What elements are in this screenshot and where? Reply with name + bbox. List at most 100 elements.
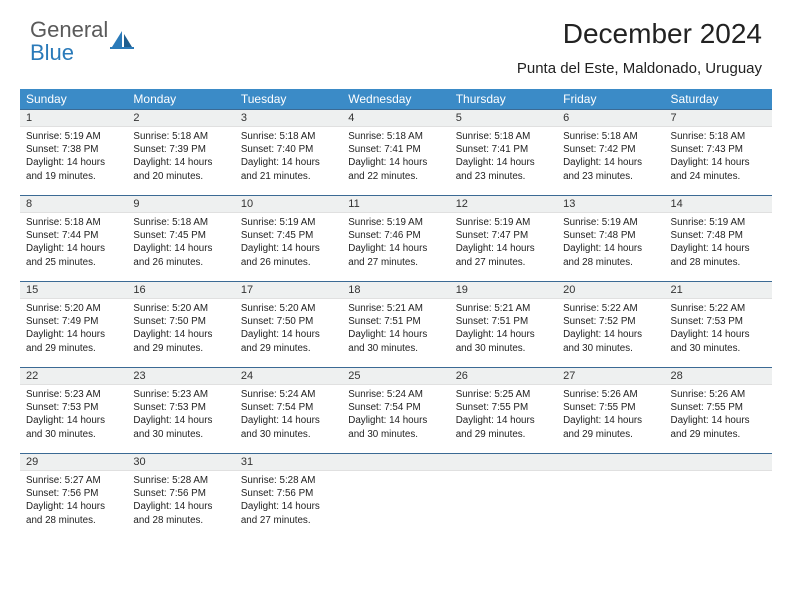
day-details: Sunrise: 5:20 AMSunset: 7:50 PMDaylight:… — [235, 299, 342, 359]
day-details: Sunrise: 5:21 AMSunset: 7:51 PMDaylight:… — [450, 299, 557, 359]
day-details: Sunrise: 5:19 AMSunset: 7:45 PMDaylight:… — [235, 213, 342, 273]
calendar-week-row: 1Sunrise: 5:19 AMSunset: 7:38 PMDaylight… — [20, 110, 772, 196]
day-details: Sunrise: 5:18 AMSunset: 7:43 PMDaylight:… — [665, 127, 772, 187]
calendar-cell: 2Sunrise: 5:18 AMSunset: 7:39 PMDaylight… — [127, 110, 234, 196]
logo-text: General Blue — [30, 18, 108, 64]
day-details: Sunrise: 5:19 AMSunset: 7:48 PMDaylight:… — [557, 213, 664, 273]
day-number: 28 — [665, 368, 772, 385]
day-number: 5 — [450, 110, 557, 127]
day-number: 12 — [450, 196, 557, 213]
column-header: Saturday — [665, 89, 772, 110]
calendar-week-row: 15Sunrise: 5:20 AMSunset: 7:49 PMDayligh… — [20, 282, 772, 368]
logo-line1: General — [30, 17, 108, 42]
calendar-cell: 31Sunrise: 5:28 AMSunset: 7:56 PMDayligh… — [235, 454, 342, 540]
calendar-cell: 5Sunrise: 5:18 AMSunset: 7:41 PMDaylight… — [450, 110, 557, 196]
page-title: December 2024 — [517, 18, 762, 50]
day-details: Sunrise: 5:18 AMSunset: 7:45 PMDaylight:… — [127, 213, 234, 273]
day-number: 15 — [20, 282, 127, 299]
day-number: 2 — [127, 110, 234, 127]
day-number: 17 — [235, 282, 342, 299]
calendar-cell: 15Sunrise: 5:20 AMSunset: 7:49 PMDayligh… — [20, 282, 127, 368]
day-details: Sunrise: 5:18 AMSunset: 7:44 PMDaylight:… — [20, 213, 127, 273]
day-number: 27 — [557, 368, 664, 385]
day-number: 30 — [127, 454, 234, 471]
day-details: Sunrise: 5:26 AMSunset: 7:55 PMDaylight:… — [665, 385, 772, 445]
column-header: Wednesday — [342, 89, 449, 110]
day-number: 20 — [557, 282, 664, 299]
day-number: 9 — [127, 196, 234, 213]
day-number: 25 — [342, 368, 449, 385]
day-details: Sunrise: 5:18 AMSunset: 7:40 PMDaylight:… — [235, 127, 342, 187]
day-number: 24 — [235, 368, 342, 385]
calendar-cell: 6Sunrise: 5:18 AMSunset: 7:42 PMDaylight… — [557, 110, 664, 196]
calendar-cell: 13Sunrise: 5:19 AMSunset: 7:48 PMDayligh… — [557, 196, 664, 282]
calendar-cell: 12Sunrise: 5:19 AMSunset: 7:47 PMDayligh… — [450, 196, 557, 282]
calendar-cell: 10Sunrise: 5:19 AMSunset: 7:45 PMDayligh… — [235, 196, 342, 282]
calendar-cell: 7Sunrise: 5:18 AMSunset: 7:43 PMDaylight… — [665, 110, 772, 196]
day-number: 4 — [342, 110, 449, 127]
calendar-cell: 3Sunrise: 5:18 AMSunset: 7:40 PMDaylight… — [235, 110, 342, 196]
day-number: 22 — [20, 368, 127, 385]
day-details: Sunrise: 5:19 AMSunset: 7:38 PMDaylight:… — [20, 127, 127, 187]
calendar-cell: 14Sunrise: 5:19 AMSunset: 7:48 PMDayligh… — [665, 196, 772, 282]
calendar-cell: 21Sunrise: 5:22 AMSunset: 7:53 PMDayligh… — [665, 282, 772, 368]
calendar-cell: .. — [450, 454, 557, 540]
calendar-cell: .. — [557, 454, 664, 540]
day-details: Sunrise: 5:19 AMSunset: 7:46 PMDaylight:… — [342, 213, 449, 273]
day-details: Sunrise: 5:18 AMSunset: 7:41 PMDaylight:… — [450, 127, 557, 187]
calendar-cell: 8Sunrise: 5:18 AMSunset: 7:44 PMDaylight… — [20, 196, 127, 282]
day-details: Sunrise: 5:22 AMSunset: 7:52 PMDaylight:… — [557, 299, 664, 359]
location-text: Punta del Este, Maldonado, Uruguay — [517, 60, 762, 77]
calendar-header-row: SundayMondayTuesdayWednesdayThursdayFrid… — [20, 89, 772, 110]
day-number: 7 — [665, 110, 772, 127]
calendar-cell: 17Sunrise: 5:20 AMSunset: 7:50 PMDayligh… — [235, 282, 342, 368]
day-number: 8 — [20, 196, 127, 213]
calendar-cell: .. — [665, 454, 772, 540]
day-number: 14 — [665, 196, 772, 213]
day-details: Sunrise: 5:20 AMSunset: 7:50 PMDaylight:… — [127, 299, 234, 359]
day-details: Sunrise: 5:19 AMSunset: 7:47 PMDaylight:… — [450, 213, 557, 273]
day-details: Sunrise: 5:23 AMSunset: 7:53 PMDaylight:… — [127, 385, 234, 445]
day-details: Sunrise: 5:18 AMSunset: 7:39 PMDaylight:… — [127, 127, 234, 187]
calendar-cell: 23Sunrise: 5:23 AMSunset: 7:53 PMDayligh… — [127, 368, 234, 454]
calendar-cell: 9Sunrise: 5:18 AMSunset: 7:45 PMDaylight… — [127, 196, 234, 282]
day-number: 29 — [20, 454, 127, 471]
day-details: Sunrise: 5:28 AMSunset: 7:56 PMDaylight:… — [235, 471, 342, 531]
day-details: Sunrise: 5:20 AMSunset: 7:49 PMDaylight:… — [20, 299, 127, 359]
day-details: Sunrise: 5:28 AMSunset: 7:56 PMDaylight:… — [127, 471, 234, 531]
day-number: 13 — [557, 196, 664, 213]
day-number: 11 — [342, 196, 449, 213]
header: General Blue December 2024 Punta del Est… — [0, 0, 792, 79]
day-number: 19 — [450, 282, 557, 299]
calendar-cell: 28Sunrise: 5:26 AMSunset: 7:55 PMDayligh… — [665, 368, 772, 454]
day-details: Sunrise: 5:22 AMSunset: 7:53 PMDaylight:… — [665, 299, 772, 359]
calendar-table: SundayMondayTuesdayWednesdayThursdayFrid… — [20, 89, 772, 540]
calendar-cell: 1Sunrise: 5:19 AMSunset: 7:38 PMDaylight… — [20, 110, 127, 196]
day-number: 23 — [127, 368, 234, 385]
day-details: Sunrise: 5:26 AMSunset: 7:55 PMDaylight:… — [557, 385, 664, 445]
column-header: Thursday — [450, 89, 557, 110]
calendar-cell: 25Sunrise: 5:24 AMSunset: 7:54 PMDayligh… — [342, 368, 449, 454]
day-details: Sunrise: 5:23 AMSunset: 7:53 PMDaylight:… — [20, 385, 127, 445]
day-number: 31 — [235, 454, 342, 471]
column-header: Monday — [127, 89, 234, 110]
calendar-cell: 20Sunrise: 5:22 AMSunset: 7:52 PMDayligh… — [557, 282, 664, 368]
calendar-cell: 30Sunrise: 5:28 AMSunset: 7:56 PMDayligh… — [127, 454, 234, 540]
calendar-cell: 22Sunrise: 5:23 AMSunset: 7:53 PMDayligh… — [20, 368, 127, 454]
day-number: 1 — [20, 110, 127, 127]
calendar-cell: 18Sunrise: 5:21 AMSunset: 7:51 PMDayligh… — [342, 282, 449, 368]
day-number: 18 — [342, 282, 449, 299]
day-details: Sunrise: 5:25 AMSunset: 7:55 PMDaylight:… — [450, 385, 557, 445]
calendar-cell: .. — [342, 454, 449, 540]
column-header: Tuesday — [235, 89, 342, 110]
day-number: 6 — [557, 110, 664, 127]
day-number: 10 — [235, 196, 342, 213]
day-details: Sunrise: 5:24 AMSunset: 7:54 PMDaylight:… — [235, 385, 342, 445]
calendar-cell: 19Sunrise: 5:21 AMSunset: 7:51 PMDayligh… — [450, 282, 557, 368]
day-details: Sunrise: 5:27 AMSunset: 7:56 PMDaylight:… — [20, 471, 127, 531]
column-header: Sunday — [20, 89, 127, 110]
sail-icon — [110, 29, 136, 55]
calendar-cell: 24Sunrise: 5:24 AMSunset: 7:54 PMDayligh… — [235, 368, 342, 454]
day-details: Sunrise: 5:21 AMSunset: 7:51 PMDaylight:… — [342, 299, 449, 359]
title-block: December 2024 Punta del Este, Maldonado,… — [517, 18, 762, 77]
